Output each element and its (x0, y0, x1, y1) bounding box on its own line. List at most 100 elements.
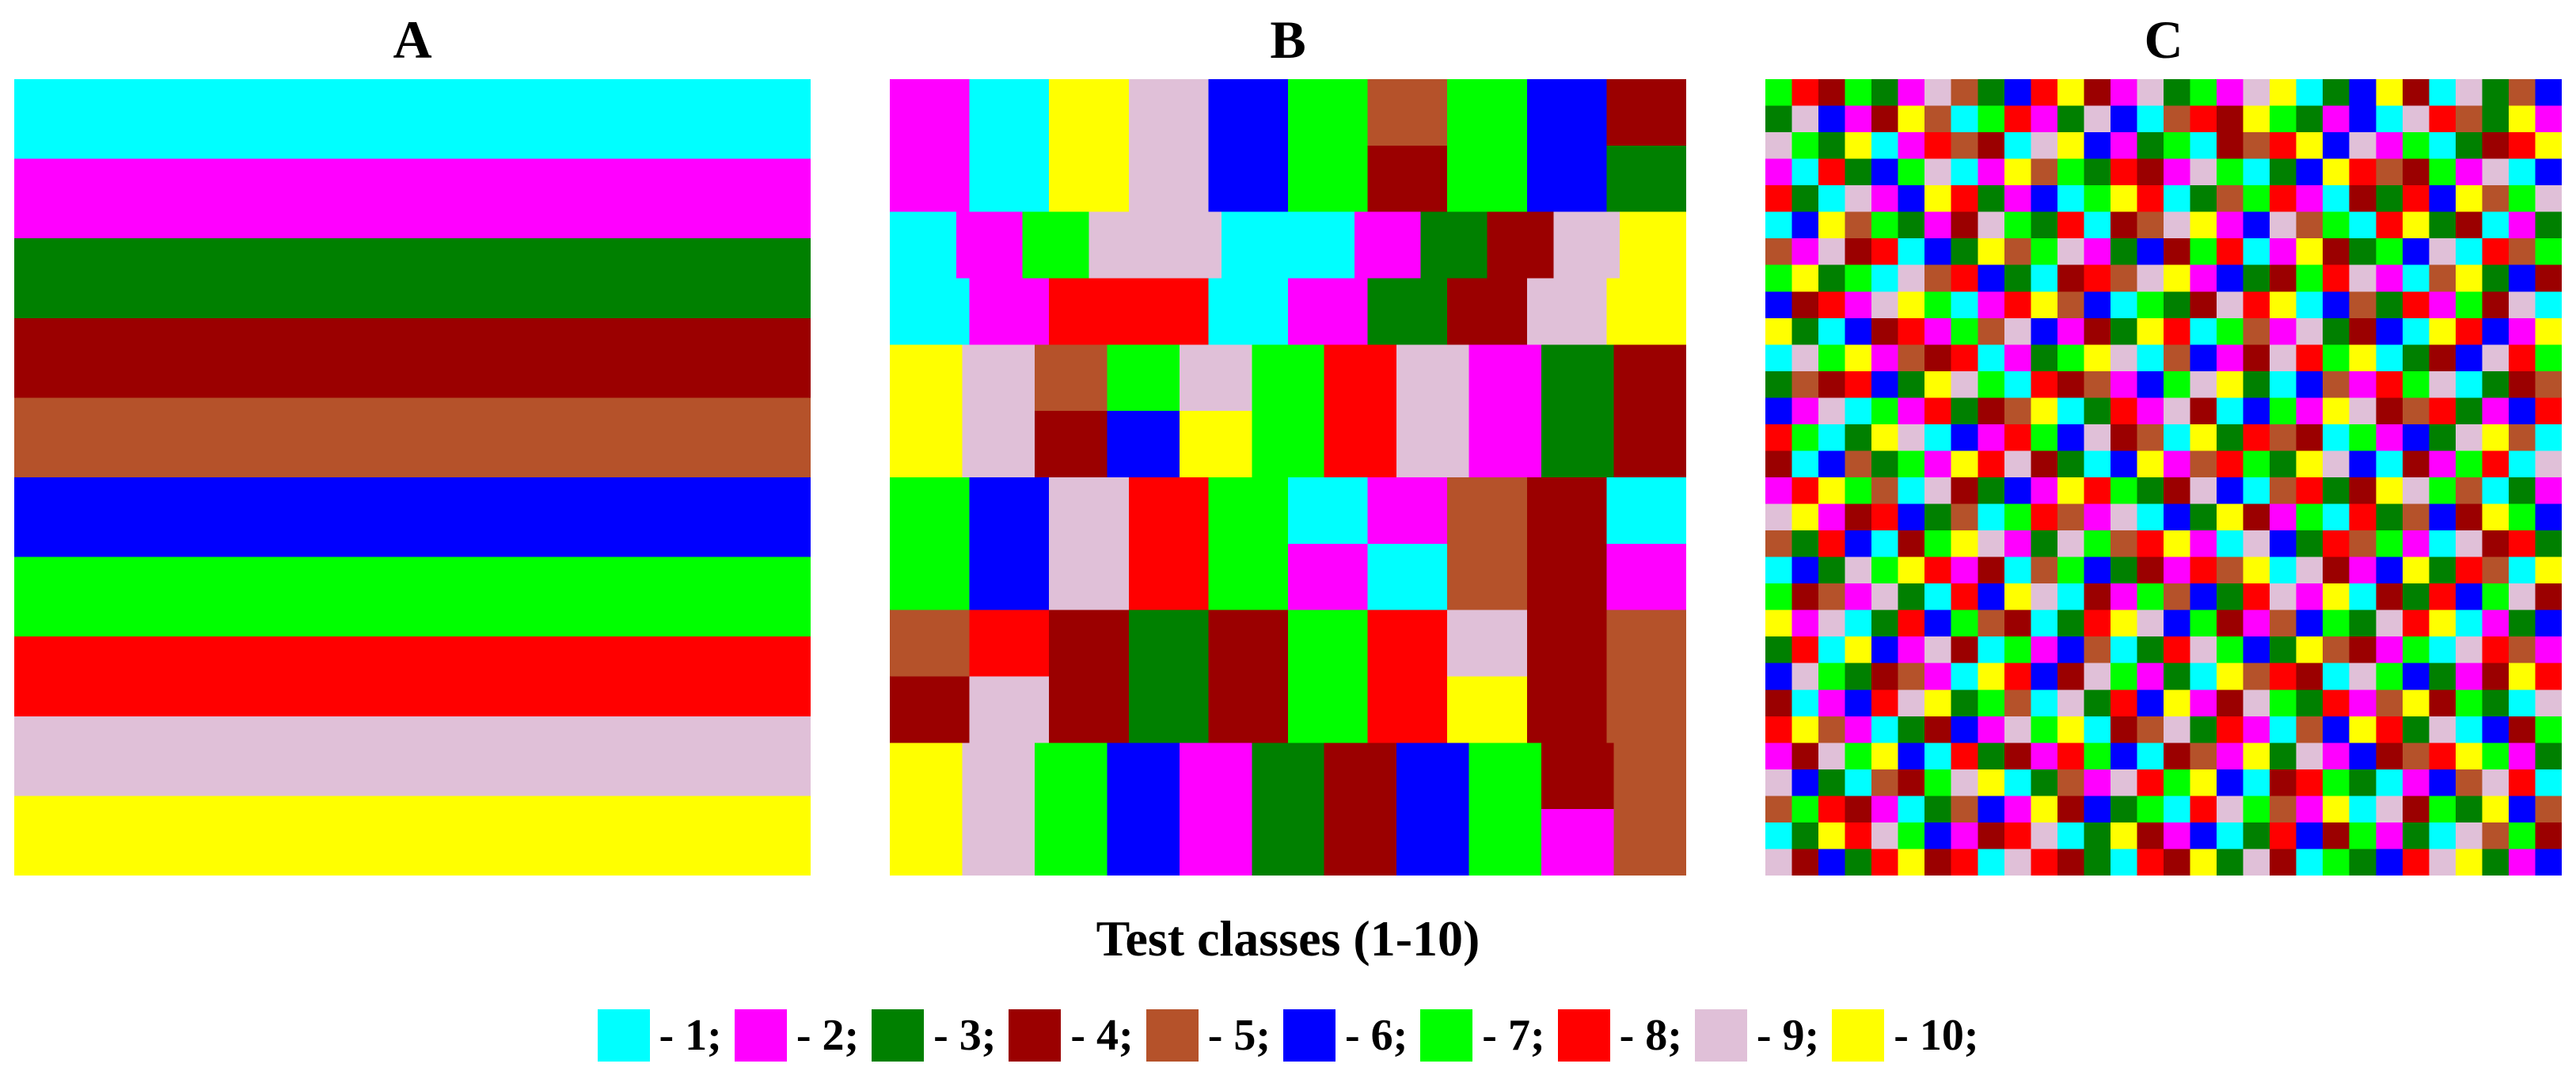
cell-class-3 (1978, 477, 2005, 505)
cell-class-3 (2057, 450, 2084, 478)
cell-class-1 (2004, 769, 2031, 796)
cell-class-6 (2535, 158, 2562, 186)
cell-class-1 (1978, 636, 2005, 664)
cell-class-4 (2535, 822, 2562, 849)
cell-class-3 (2349, 610, 2377, 637)
cell-class-8 (2270, 132, 2297, 160)
cell-class-9 (2110, 769, 2137, 796)
cell-class-2 (2031, 105, 2058, 133)
cell-class-4 (1898, 769, 1925, 796)
cell-class-7 (2402, 370, 2430, 398)
cell-class-2 (2217, 79, 2244, 107)
cell-class-8 (2190, 105, 2217, 133)
block-class-4 (1526, 543, 1607, 611)
cell-class-1 (1951, 291, 1978, 319)
block-class-8 (1128, 543, 1209, 611)
cell-class-5 (2270, 477, 2297, 505)
cell-class-8 (2243, 424, 2270, 451)
cell-class-8 (2084, 264, 2111, 292)
legend-label-7: - 7; (1482, 1011, 1545, 1060)
cell-class-1 (2349, 583, 2377, 611)
cell-class-8 (1818, 796, 1846, 823)
cell-class-10 (2137, 450, 2164, 478)
cell-class-6 (2455, 344, 2483, 372)
block-class-4 (1487, 211, 1554, 279)
cell-class-8 (2031, 79, 2058, 107)
block-class-9 (962, 809, 1035, 876)
cell-class-3 (2137, 477, 2164, 505)
cell-class-3 (2455, 796, 2483, 823)
cell-class-4 (2349, 317, 2377, 345)
block-class-7 (1208, 543, 1289, 611)
cell-class-7 (1791, 132, 1819, 160)
cell-class-4 (2057, 264, 2084, 292)
cell-class-7 (2323, 610, 2350, 637)
cell-class-1 (2376, 344, 2403, 372)
cell-class-4 (2004, 610, 2031, 637)
cell-class-1 (2455, 370, 2483, 398)
cell-class-7 (2323, 211, 2350, 239)
cell-class-3 (2323, 477, 2350, 505)
cell-class-4 (2084, 583, 2111, 611)
cell-class-3 (2110, 796, 2137, 823)
cell-class-3 (2110, 238, 2137, 266)
cell-class-9 (1898, 264, 1925, 292)
cell-class-8 (2243, 583, 2270, 611)
cell-class-10 (2429, 317, 2456, 345)
cell-class-7 (2057, 158, 2084, 186)
cell-class-9 (1791, 105, 1819, 133)
cell-class-5 (2296, 211, 2323, 239)
cell-class-3 (1765, 370, 1793, 398)
legend-item-10: - 10; (1832, 1009, 1978, 1062)
cell-class-9 (2349, 663, 2377, 690)
cell-class-2 (1951, 822, 1978, 849)
cell-class-9 (2482, 344, 2510, 372)
cell-class-1 (2429, 79, 2456, 107)
cell-class-4 (2217, 132, 2244, 160)
cell-class-3 (2508, 477, 2536, 505)
cell-class-1 (2084, 211, 2111, 239)
cell-class-8 (2455, 317, 2483, 345)
cell-class-2 (2535, 636, 2562, 664)
block-class-9 (1128, 79, 1209, 146)
cell-class-8 (1765, 424, 1793, 451)
cell-class-10 (2482, 503, 2510, 531)
cell-class-2 (2004, 530, 2031, 558)
cell-class-5 (2349, 291, 2377, 319)
legend-label-3: - 3; (933, 1011, 997, 1060)
cell-class-2 (2217, 344, 2244, 372)
cell-class-8 (2402, 185, 2430, 213)
block-class-5 (1447, 477, 1528, 545)
cell-class-10 (2402, 556, 2430, 584)
cell-class-6 (1871, 370, 1899, 398)
cell-class-2 (2323, 105, 2350, 133)
cell-class-10 (2084, 344, 2111, 372)
block-class-10 (1049, 145, 1130, 213)
cell-class-10 (2243, 743, 2270, 770)
cell-class-4 (2535, 583, 2562, 611)
cell-class-5 (2004, 689, 2031, 717)
cell-class-5 (2084, 636, 2111, 664)
cell-class-9 (2004, 716, 2031, 743)
cell-class-3 (2270, 636, 2297, 664)
cell-class-9 (2535, 185, 2562, 213)
cell-class-10 (2429, 610, 2456, 637)
block-class-5 (1606, 610, 1686, 677)
cell-class-1 (1845, 769, 1872, 796)
block-class-10 (1049, 79, 1130, 146)
cell-class-7 (2057, 556, 2084, 584)
cell-class-2 (1765, 158, 1793, 186)
cell-class-6 (2349, 79, 2377, 107)
stripe-class-9 (14, 716, 811, 796)
cell-class-8 (1818, 291, 1846, 319)
cell-class-10 (2535, 132, 2562, 160)
cell-class-8 (2137, 769, 2164, 796)
cell-class-2 (2110, 79, 2137, 107)
cell-class-7 (1845, 79, 1872, 107)
cell-class-3 (1951, 397, 1978, 425)
cell-class-1 (2270, 370, 2297, 398)
cell-class-3 (2482, 849, 2510, 876)
cell-class-6 (2004, 79, 2031, 107)
cell-class-7 (2535, 344, 2562, 372)
cell-class-3 (2084, 822, 2111, 849)
